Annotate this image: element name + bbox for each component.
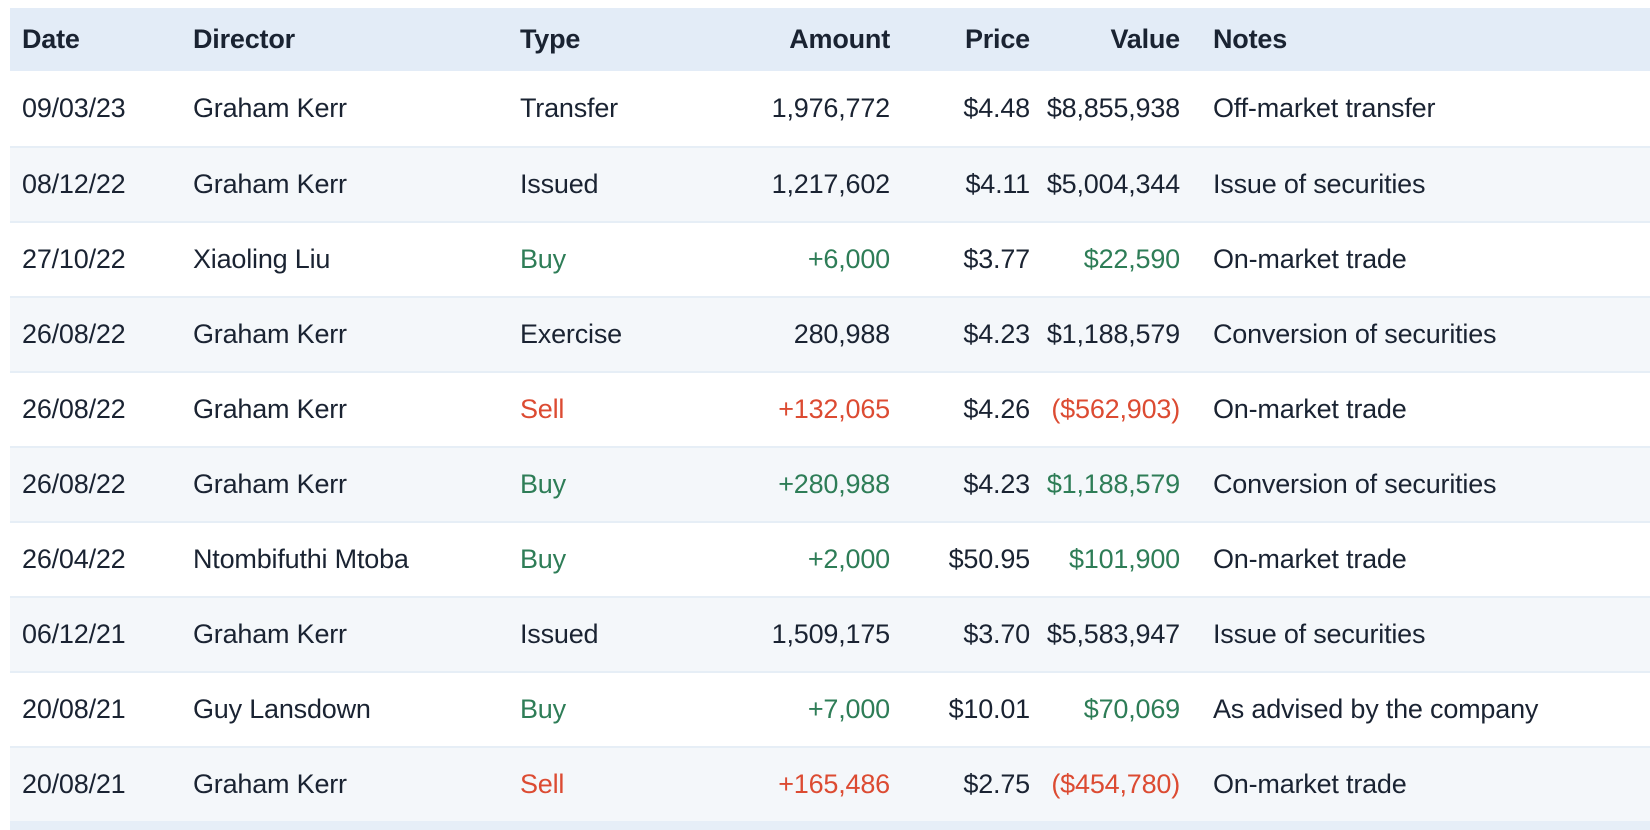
cell-amount: +7,000	[807, 694, 890, 724]
table-body: 09/03/23 Graham Kerr Transfer 1,976,772 $4.4…	[10, 71, 1650, 821]
header-cell-type: Type	[520, 24, 581, 54]
cell-date: 26/08/22	[22, 394, 126, 424]
cell-value: ($562,903)	[1051, 394, 1180, 424]
cell-director: Graham Kerr	[193, 769, 347, 799]
cell-date: 26/04/22	[22, 544, 126, 574]
cell-value: $5,583,947	[1046, 619, 1180, 649]
cell-notes: On-market trade	[1213, 394, 1407, 424]
cell-price: $10.01	[948, 694, 1030, 724]
cell-date: 09/03/23	[22, 93, 126, 123]
header-cell-amount: Amount	[789, 24, 890, 54]
cell-director: Graham Kerr	[193, 169, 347, 199]
cell-notes: On-market trade	[1213, 544, 1407, 574]
cell-amount: 1,976,772	[771, 93, 890, 123]
cell-type: Buy	[520, 244, 566, 274]
cell-date: 06/12/21	[22, 619, 126, 649]
cell-notes: As advised by the company	[1213, 694, 1539, 724]
cell-notes: Conversion of securities	[1213, 319, 1497, 349]
cell-notes: Issue of securities	[1213, 619, 1426, 649]
cell-type: Sell	[520, 394, 565, 424]
cell-type: Issued	[520, 169, 599, 199]
cell-price: $4.11	[965, 169, 1030, 199]
cell-price: $4.26	[963, 394, 1030, 424]
cell-value: $70,069	[1083, 694, 1180, 724]
cell-value: $1,188,579	[1046, 319, 1180, 349]
cell-notes: On-market trade	[1213, 769, 1407, 799]
cell-date: 20/08/21	[22, 769, 126, 799]
cell-notes: Conversion of securities	[1213, 469, 1497, 499]
table-row: 26/08/22 Graham Kerr Buy +280,988 $4.23 $1,18…	[10, 446, 1650, 521]
cell-amount: +2,000	[807, 544, 890, 574]
cell-date: 26/08/22	[22, 469, 126, 499]
cell-price: $4.23	[963, 319, 1030, 349]
cell-price: $2.75	[963, 769, 1030, 799]
cell-value: $8,855,938	[1046, 93, 1180, 123]
table-row: 26/04/22 Ntombifuthi Mtoba Buy +2,000 $50.95…	[10, 521, 1650, 596]
cell-notes: Off-market transfer	[1213, 93, 1436, 123]
cell-price: $3.70	[963, 619, 1030, 649]
cell-amount: 280,988	[793, 319, 890, 349]
cell-amount: 1,217,602	[771, 169, 890, 199]
table-header: Date Director Type Amount Price Value No…	[10, 8, 1650, 71]
cell-value: $101,900	[1068, 544, 1180, 574]
cell-price: $4.23	[963, 469, 1030, 499]
cell-amount: +165,486	[778, 769, 890, 799]
table-row: 26/08/22 Graham Kerr Exercise 280,988 $4.23 $…	[10, 296, 1650, 371]
cell-director: Xiaoling Liu	[193, 244, 331, 274]
table-row: 26/08/22 Graham Kerr Sell +132,065 $4.26 ($56…	[10, 371, 1650, 446]
cell-type: Issued	[520, 619, 599, 649]
header-cell-price: Price	[964, 24, 1030, 54]
table-row: 27/10/22 Xiaoling Liu Buy +6,000 $3.77 $22,59…	[10, 221, 1650, 296]
cell-director: Ntombifuthi Mtoba	[193, 544, 409, 574]
cell-value: $5,004,344	[1046, 169, 1180, 199]
cell-price: $50.95	[948, 544, 1030, 574]
cell-date: 26/08/22	[22, 319, 126, 349]
cell-type: Transfer	[520, 93, 618, 123]
cell-value: $22,590	[1083, 244, 1180, 274]
cell-director: Graham Kerr	[193, 93, 347, 123]
cell-type: Buy	[520, 544, 566, 574]
cell-amount: 1,509,175	[771, 619, 890, 649]
header-cell-value: Value	[1110, 24, 1180, 54]
cell-amount: +280,988	[778, 469, 890, 499]
cell-amount: +6,000	[807, 244, 890, 274]
cell-price: $3.77	[963, 244, 1030, 274]
cell-date: 08/12/22	[22, 169, 126, 199]
cell-type: Buy	[520, 469, 566, 499]
cell-amount: +132,065	[778, 394, 890, 424]
cell-value: ($454,780)	[1051, 769, 1180, 799]
cell-price: $4.48	[963, 93, 1030, 123]
cell-date: 27/10/22	[22, 244, 126, 274]
cell-director: Graham Kerr	[193, 319, 347, 349]
cell-notes: On-market trade	[1213, 244, 1407, 274]
cell-value: $1,188,579	[1046, 469, 1180, 499]
table-row: 20/08/21 Graham Kerr Sell +165,486 $2.75 ($45…	[10, 746, 1650, 821]
header-cell-notes: Notes	[1213, 24, 1288, 54]
cell-notes: Issue of securities	[1213, 169, 1426, 199]
bottom-section-divider	[10, 821, 1650, 830]
cell-type: Exercise	[520, 319, 622, 349]
header-cell-director: Director	[193, 24, 295, 54]
director-trades-table: Date Director Type Amount Price Value No…	[10, 8, 1650, 830]
table-row: 09/03/23 Graham Kerr Transfer 1,976,772 $4.4…	[10, 71, 1650, 146]
header-cell-date: Date	[22, 24, 80, 54]
cell-director: Graham Kerr	[193, 394, 347, 424]
table-row: 06/12/21 Graham Kerr Issued 1,509,175 $3.70 $…	[10, 596, 1650, 671]
table-row: 20/08/21 Guy Lansdown Buy +7,000 $10.01 $70,0…	[10, 671, 1650, 746]
cell-director: Graham Kerr	[193, 469, 347, 499]
cell-type: Sell	[520, 769, 565, 799]
cell-director: Graham Kerr	[193, 619, 347, 649]
cell-date: 20/08/21	[22, 694, 126, 724]
cell-type: Buy	[520, 694, 566, 724]
cell-director: Guy Lansdown	[193, 694, 371, 724]
table-row: 08/12/22 Graham Kerr Issued 1,217,602 $4.11 $…	[10, 146, 1650, 221]
